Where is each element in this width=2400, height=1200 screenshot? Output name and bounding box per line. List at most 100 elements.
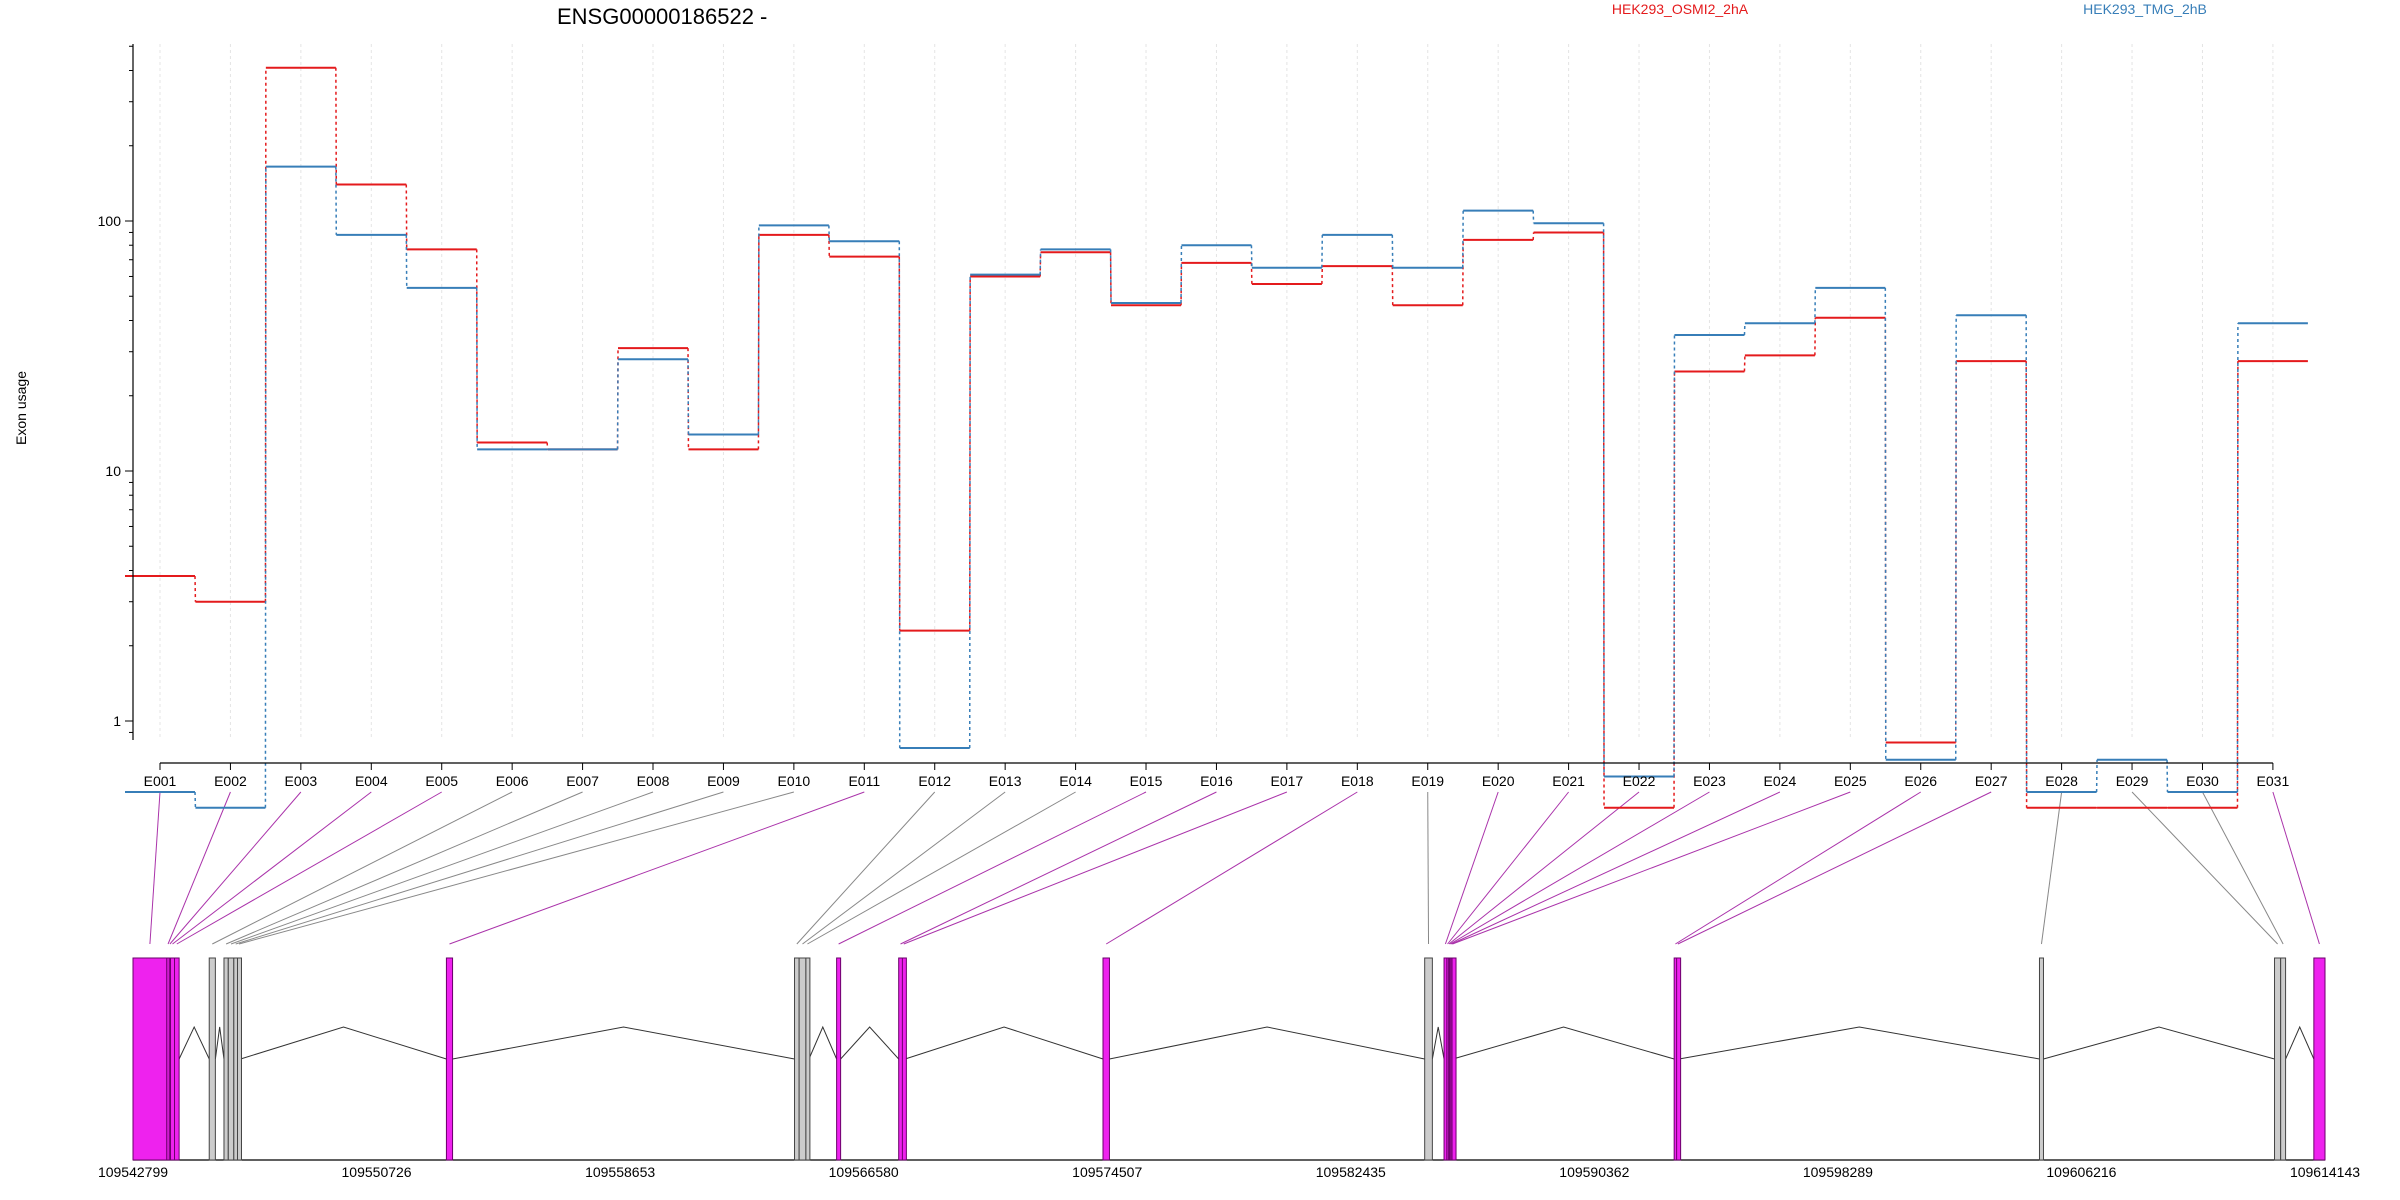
- exon-box-e006: [208, 957, 216, 1161]
- y-tick-label: 1: [113, 713, 121, 729]
- x-tick-label: E024: [1764, 773, 1797, 789]
- gene-model: 109542799 109550726 109558653 109566580 1095…: [98, 957, 2360, 1180]
- intron-line: [808, 1025, 838, 1060]
- x-tick-label: E009: [707, 773, 740, 789]
- x-tick-label: E018: [1341, 773, 1374, 789]
- connector-e008: [230, 791, 654, 945]
- connector-e009: [235, 791, 724, 945]
- genomic-tick-label: 109574507: [1072, 1164, 1142, 1180]
- connector-e013: [802, 791, 1006, 945]
- intron-line: [2285, 1025, 2315, 1060]
- x-tick-label: E008: [637, 773, 670, 789]
- x-tick-label: E005: [425, 773, 458, 789]
- x-tick-label: E007: [566, 773, 599, 789]
- genomic-tick-label: 109598289: [1803, 1164, 1873, 1180]
- exon-box-e018: [1102, 957, 1110, 1161]
- connector-e016: [900, 791, 1217, 945]
- genomic-tick-label: 109542799: [98, 1164, 168, 1180]
- genomic-tick-label: 109566580: [829, 1164, 899, 1180]
- genomic-tick-label: 109582435: [1316, 1164, 1386, 1180]
- x-tick-label: E023: [1693, 773, 1726, 789]
- x-tick-label: E028: [2045, 773, 2078, 789]
- x-tick-label: E004: [355, 773, 388, 789]
- series-1: [125, 165, 2308, 809]
- x-tick-label: E002: [214, 773, 247, 789]
- connector-e007: [225, 791, 583, 945]
- exon-box-e028: [2038, 957, 2044, 1161]
- intron-line: [1109, 1026, 1425, 1060]
- exon-box-e030: [2280, 957, 2287, 1161]
- genomic-tick-label: 109558653: [585, 1164, 655, 1180]
- exon-box-e013: [798, 957, 807, 1161]
- connector-e021: [1447, 791, 1569, 945]
- x-tick-label: E020: [1482, 773, 1515, 789]
- connector-e002: [167, 791, 231, 945]
- exon-box-e004: [170, 957, 176, 1161]
- exon-box-e012: [794, 957, 800, 1161]
- intron-line: [178, 1025, 210, 1060]
- connector-e024: [1451, 791, 1781, 945]
- exon-box-e008: [227, 957, 235, 1161]
- x-tick-label: E017: [1271, 773, 1304, 789]
- connector-e006: [212, 791, 513, 945]
- connector-e011: [449, 791, 865, 945]
- connector-e022: [1448, 791, 1640, 945]
- genomic-tick-label: 109614143: [2290, 1164, 2360, 1180]
- connector-e031: [2272, 791, 2320, 945]
- axes: 1 10 100 E001 E002 E003 E004 E005 E006 E007 E008 E0…: [98, 44, 2290, 789]
- genomic-tick-label: 109606216: [2046, 1164, 2116, 1180]
- exon-box-e025: [1451, 957, 1457, 1161]
- exon-box-e005: [174, 957, 180, 1161]
- intron-line: [840, 1026, 900, 1060]
- exon-box-e015: [836, 957, 842, 1161]
- connector-e023: [1449, 791, 1710, 945]
- chart-title: ENSG00000186522 -: [557, 4, 767, 29]
- x-tick-label: E021: [1552, 773, 1585, 789]
- x-tick-label: E025: [1834, 773, 1867, 789]
- x-tick-label: E014: [1059, 773, 1092, 789]
- x-tick-label: E027: [1975, 773, 2008, 789]
- connector-e030: [2202, 791, 2284, 945]
- exon-box-e019: [1424, 957, 1433, 1161]
- series-lines: [125, 66, 2308, 809]
- vertical-grid: [159, 44, 2274, 740]
- connector-e027: [1677, 791, 1992, 945]
- connector-e025: [1452, 791, 1851, 945]
- exon-box-e011: [445, 957, 454, 1161]
- x-tick-label: E003: [285, 773, 318, 789]
- connector-e010: [238, 791, 795, 945]
- y-tick-label: 100: [98, 213, 122, 229]
- x-tick-label: E006: [496, 773, 529, 789]
- connector-e029: [2131, 791, 2278, 945]
- intron-line: [1431, 1026, 1445, 1060]
- exon-box-e001: [132, 957, 168, 1161]
- intron-line: [1678, 1026, 2040, 1060]
- x-tick-label: E019: [1411, 773, 1444, 789]
- x-tick-label: E030: [2186, 773, 2219, 789]
- intron-line: [452, 1026, 795, 1060]
- exon-box-e027: [1676, 957, 1682, 1161]
- connector-e026: [1675, 791, 1922, 945]
- x-tick-label: E031: [2257, 773, 2290, 789]
- x-tick-label: E001: [144, 773, 177, 789]
- exon-box-e007: [223, 957, 229, 1161]
- exon-box-e014: [805, 957, 811, 1161]
- exon-box-e029: [2274, 957, 2282, 1161]
- x-tick-label: E013: [989, 773, 1022, 789]
- exon-connector-lines: [149, 791, 2320, 945]
- exon-box-e010: [236, 957, 242, 1161]
- connector-e012: [796, 791, 936, 945]
- genomic-tick-label: 109590362: [1559, 1164, 1629, 1180]
- intron-line: [214, 1026, 225, 1060]
- connector-e020: [1444, 791, 1499, 945]
- x-tick-label: E010: [778, 773, 811, 789]
- genomic-tick-label: 109550726: [342, 1164, 412, 1180]
- x-tick-label: E011: [848, 773, 880, 789]
- y-axis-label: Exon usage: [13, 371, 29, 445]
- y-tick-label: 10: [105, 463, 121, 479]
- connector-e019: [1427, 791, 1430, 945]
- exon-box-e017: [901, 957, 907, 1161]
- intron-line: [2043, 1026, 2275, 1060]
- connector-e017: [903, 791, 1288, 945]
